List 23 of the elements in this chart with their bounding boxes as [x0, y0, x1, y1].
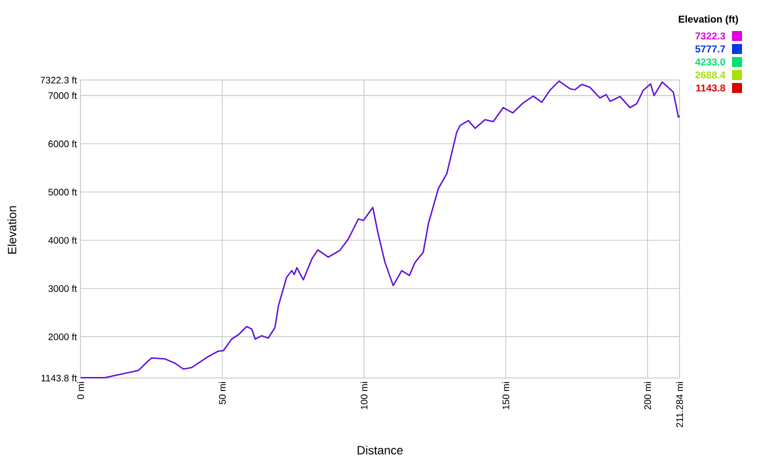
line-series	[80, 80, 680, 378]
x-tick-label: 0 mi	[77, 382, 84, 400]
color-bar-label: 1143.8	[696, 84, 726, 92]
y-tick-label: 3000 ft	[48, 284, 77, 292]
y-tick-label: 6000 ft	[48, 140, 77, 148]
color-bar-label: 4233.0	[695, 58, 726, 66]
color-bar-label: 5777.7	[695, 46, 726, 52]
color-bar-label: 2688.4	[695, 71, 726, 79]
y-tick-label: 7000 ft	[48, 92, 77, 100]
y-tick-label: 2000 ft	[48, 333, 77, 340]
color-bar-title: Elevation (ft)	[678, 15, 738, 25]
y-tick-label: 5000 ft	[48, 188, 77, 196]
x-tick-label: 200 mi	[644, 382, 651, 410]
x-tick-label: 100 mi	[360, 382, 368, 410]
x-tick-label: 211.284 mi	[676, 382, 683, 428]
y-tick-label: 1143.8 ft	[42, 374, 77, 382]
color-bar-label: 7322.3	[695, 32, 726, 40]
y-axis-title: Elevation	[8, 206, 16, 254]
x-axis-title: Distance	[358, 446, 403, 454]
y-tick-label: 4000 ft	[48, 236, 77, 244]
y-tick-label: 7322.3 ft	[40, 76, 77, 84]
x-tick-label: 150 mi	[502, 382, 510, 410]
x-tick-label: 50 mi	[218, 382, 226, 404]
